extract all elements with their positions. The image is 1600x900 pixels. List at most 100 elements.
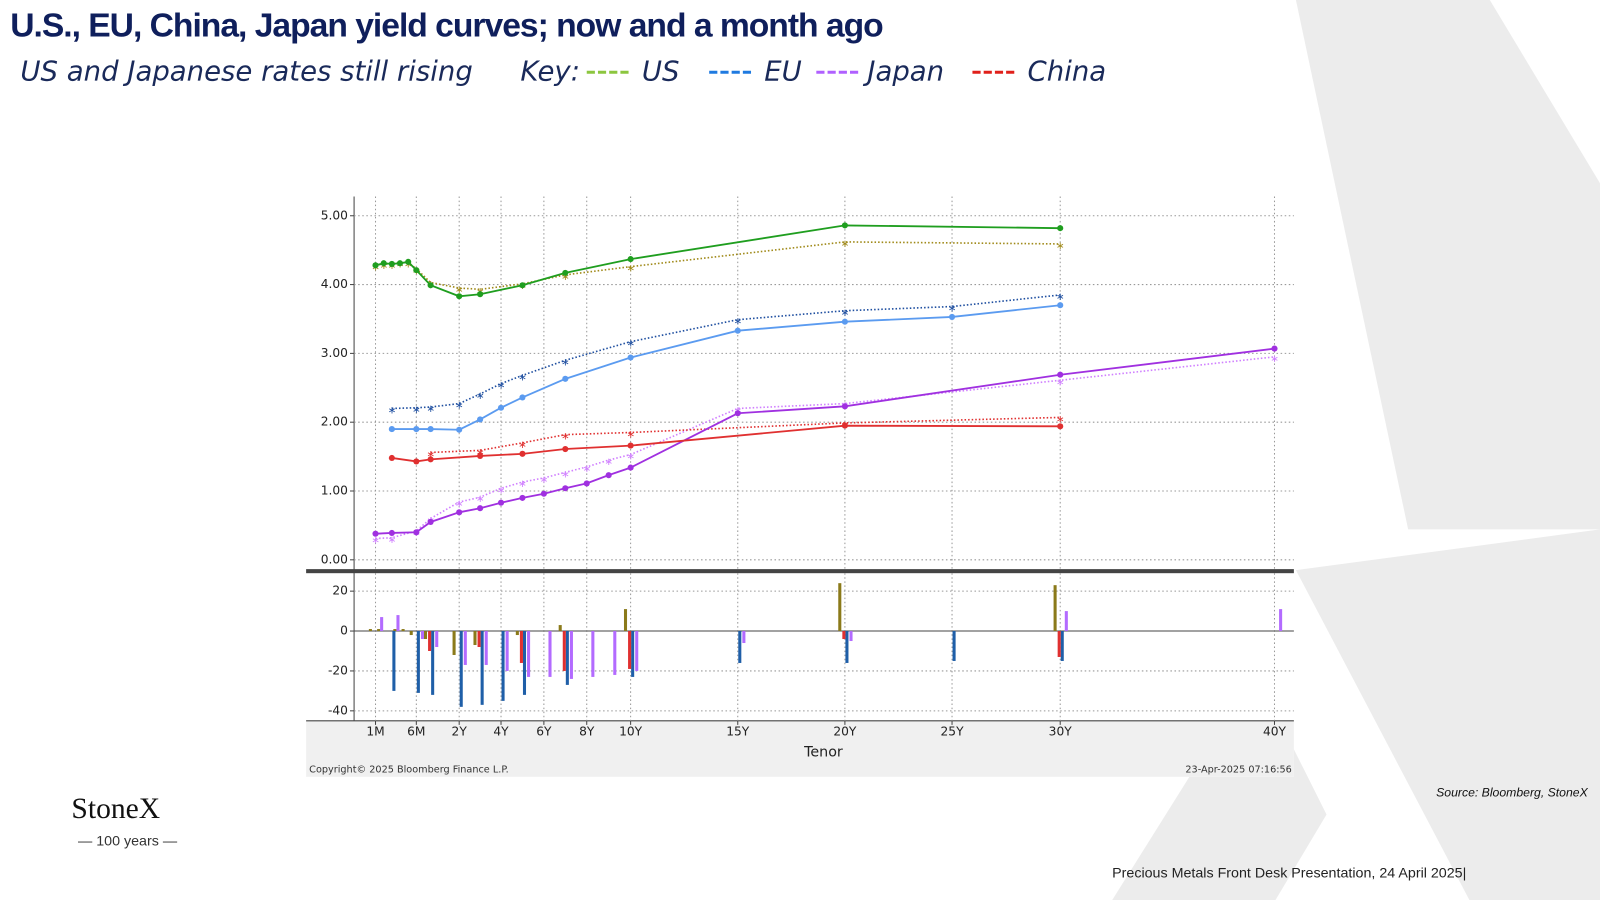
point bbox=[627, 442, 634, 449]
bar bbox=[613, 631, 617, 675]
bar bbox=[522, 631, 527, 695]
point bbox=[413, 458, 420, 465]
axis-band bbox=[306, 720, 1294, 777]
previous-marker: ∗ bbox=[1056, 414, 1065, 425]
previous-marker: ∗ bbox=[476, 494, 485, 505]
previous-marker: ∗ bbox=[518, 372, 527, 383]
bar bbox=[459, 631, 463, 707]
y-tick-label: 4.00 bbox=[321, 277, 348, 291]
point bbox=[1271, 345, 1278, 352]
legend-label: US bbox=[642, 55, 680, 87]
point bbox=[605, 472, 612, 479]
logo: StoneX bbox=[71, 793, 160, 825]
bar bbox=[1057, 631, 1061, 657]
previous-marker: ∗ bbox=[518, 440, 527, 451]
previous-marker: ∗ bbox=[582, 464, 591, 475]
y-tick-label: 0 bbox=[340, 624, 348, 638]
bar bbox=[393, 629, 397, 632]
bar bbox=[623, 609, 628, 632]
point bbox=[734, 327, 741, 334]
point bbox=[519, 450, 526, 457]
bar bbox=[1279, 609, 1283, 632]
point bbox=[388, 529, 395, 537]
bar bbox=[569, 631, 573, 679]
x-tick-label: 25Y bbox=[941, 725, 965, 739]
bar bbox=[527, 631, 531, 677]
bar bbox=[452, 631, 456, 655]
point bbox=[1057, 302, 1064, 309]
point bbox=[841, 422, 848, 429]
previous-marker: ∗ bbox=[476, 391, 485, 402]
previous-marker: ∗ bbox=[561, 432, 570, 443]
bar bbox=[1053, 585, 1057, 632]
bar bbox=[1060, 631, 1064, 661]
point bbox=[396, 260, 404, 267]
x-tick-label: 8Y bbox=[579, 725, 595, 739]
legend-label: Japan bbox=[862, 55, 944, 87]
bar bbox=[423, 631, 428, 640]
point bbox=[519, 282, 526, 289]
bar bbox=[480, 631, 484, 705]
x-tick-label: 2Y bbox=[452, 725, 468, 739]
point bbox=[456, 509, 463, 516]
x-tick-label: 30Y bbox=[1049, 725, 1073, 739]
point bbox=[372, 530, 379, 537]
point bbox=[477, 505, 484, 512]
bar bbox=[565, 631, 569, 685]
bar bbox=[505, 631, 509, 671]
point bbox=[562, 445, 569, 453]
previous-marker: ∗ bbox=[841, 308, 850, 319]
bar bbox=[519, 631, 523, 663]
previous-marker: ∗ bbox=[426, 450, 435, 461]
bar bbox=[631, 631, 635, 677]
point bbox=[413, 267, 420, 274]
previous-marker: ∗ bbox=[455, 285, 464, 296]
point bbox=[477, 291, 484, 298]
previous-marker: ∗ bbox=[626, 264, 635, 275]
bar bbox=[428, 631, 432, 651]
bar bbox=[401, 629, 405, 632]
point bbox=[427, 518, 434, 526]
point bbox=[841, 318, 848, 325]
point bbox=[562, 485, 569, 492]
bar bbox=[1064, 611, 1068, 632]
copyright: Copyright© 2025 Bloomberg Finance L.P. bbox=[309, 765, 509, 776]
point bbox=[372, 262, 379, 269]
point bbox=[388, 260, 395, 267]
bar bbox=[952, 631, 956, 661]
previous-marker: ∗ bbox=[626, 452, 635, 463]
previous-marker: ∗ bbox=[371, 536, 380, 547]
previous-line bbox=[430, 416, 1061, 454]
point bbox=[540, 490, 547, 497]
point bbox=[841, 403, 848, 410]
bar bbox=[628, 631, 632, 669]
previous-marker: ∗ bbox=[561, 357, 570, 368]
point bbox=[413, 426, 420, 433]
bar bbox=[849, 631, 853, 642]
y-tick-label: 0.00 bbox=[321, 552, 348, 566]
timestamp: 23-Apr-2025 07:16:56 bbox=[1185, 765, 1291, 776]
subtitle: US and Japanese rates still rising bbox=[20, 55, 472, 87]
y-tick-label: 5.00 bbox=[321, 208, 348, 222]
bar bbox=[842, 631, 846, 640]
y-tick-label: 20 bbox=[332, 584, 348, 598]
bar bbox=[515, 631, 519, 636]
previous-marker: ∗ bbox=[1270, 354, 1279, 365]
point bbox=[388, 426, 395, 433]
point bbox=[477, 416, 484, 423]
x-tick-label: 6M bbox=[407, 725, 425, 739]
point bbox=[405, 258, 412, 265]
bar bbox=[463, 631, 467, 665]
point bbox=[380, 260, 387, 267]
bar bbox=[368, 629, 372, 632]
previous-marker: ∗ bbox=[1056, 377, 1065, 388]
bar bbox=[562, 631, 566, 671]
point bbox=[519, 394, 526, 401]
previous-marker: ∗ bbox=[412, 405, 421, 416]
point bbox=[562, 269, 569, 276]
x-tick-label: 40Y bbox=[1263, 725, 1287, 739]
bar bbox=[501, 631, 505, 701]
x-tick-label: 4Y bbox=[493, 725, 509, 739]
point bbox=[583, 480, 590, 487]
x-tick-label: 6Y bbox=[536, 725, 552, 739]
